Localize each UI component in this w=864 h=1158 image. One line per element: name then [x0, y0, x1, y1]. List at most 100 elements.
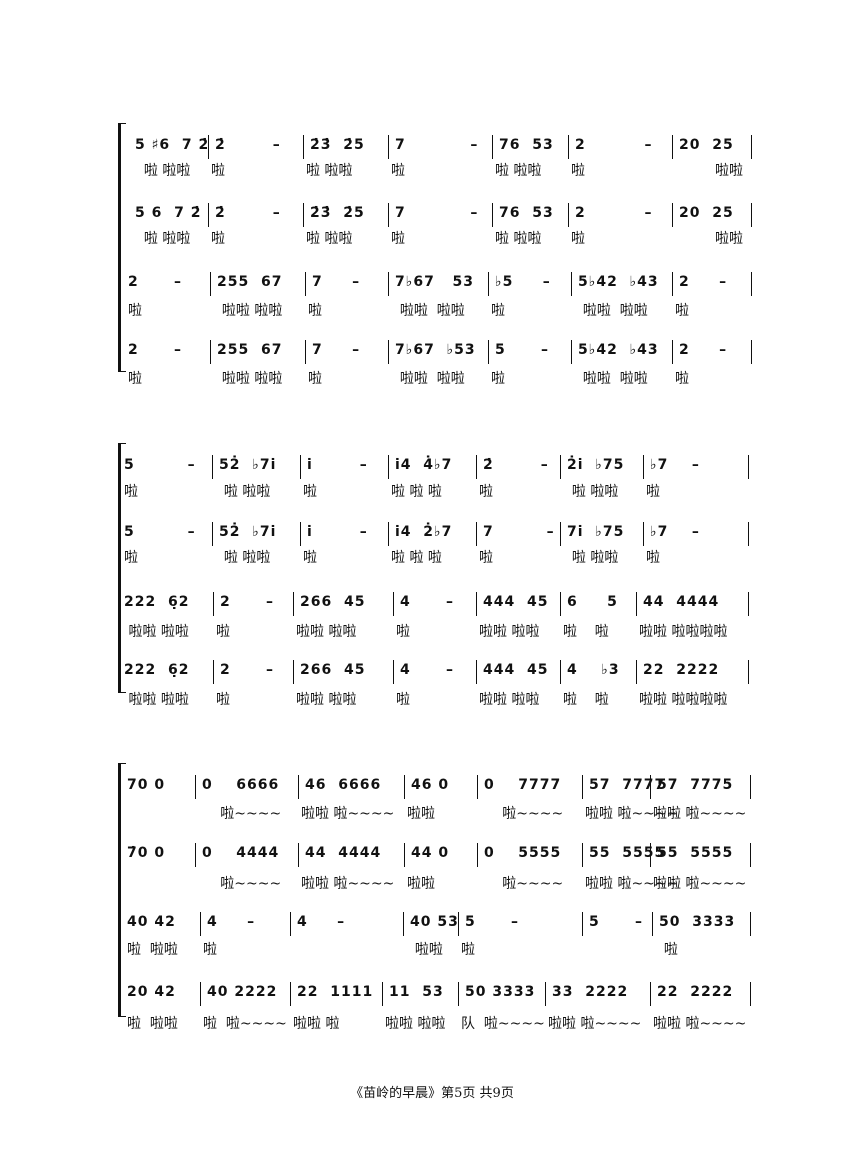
- measure-notes: 5♭42 ♭43: [578, 342, 659, 358]
- barline: [290, 912, 291, 936]
- measure-notes: 44 4444: [643, 594, 720, 610]
- barline: [636, 592, 637, 616]
- measure-lyrics: 啦啦 啦啦: [391, 371, 465, 387]
- measure-notes: 40 53: [410, 914, 459, 930]
- barline: [213, 592, 214, 616]
- barline: [643, 522, 644, 546]
- barline: [388, 272, 389, 296]
- measure-notes: 0 5555: [484, 845, 562, 861]
- barline: [290, 982, 291, 1006]
- barline: [210, 340, 211, 364]
- barline: [458, 912, 459, 936]
- measure-notes: 4 –: [400, 594, 454, 610]
- measure-notes: 0 6666: [202, 777, 280, 793]
- measure-notes: 76 53: [499, 205, 554, 221]
- measure-lyrics: 啦啦: [407, 806, 435, 822]
- measure-notes: 52̇ ♭7i̇: [219, 524, 277, 540]
- measure-notes: 2̇3̇ 2̇5: [310, 205, 365, 221]
- measure-notes: 6 5: [567, 594, 618, 610]
- measure-notes: 7♭67 ♭53: [395, 342, 476, 358]
- measure-notes: 2̇3̇ 2̇5: [310, 137, 365, 153]
- measure-lyrics: 队 啦~~~~: [461, 1016, 545, 1032]
- barline: [195, 843, 196, 867]
- measure-lyrics: 啦啦 啦啦: [296, 624, 357, 640]
- barline: [560, 522, 561, 546]
- measure-notes: 255 67: [217, 342, 283, 358]
- system-bracket: [118, 443, 126, 693]
- measure-notes: 2̇ –: [215, 205, 281, 221]
- measure-lyrics: 啦: [571, 231, 585, 247]
- barline: [748, 592, 749, 616]
- measure-lyrics: 啦啦 啦啦: [385, 1016, 446, 1032]
- measure-notes: 7 –: [395, 137, 479, 153]
- measure-notes: 7 –: [312, 274, 361, 290]
- measure-lyrics: 啦~~~~: [198, 806, 282, 822]
- measure-lyrics: 啦 啦啦: [495, 231, 542, 247]
- measure-notes: 444 45: [483, 662, 549, 678]
- barline: [476, 455, 477, 479]
- measure-lyrics: 啦啦 啦啦: [479, 624, 540, 640]
- measure-notes: 20 42: [127, 984, 176, 1000]
- barline: [404, 775, 405, 799]
- measure-lyrics: 啦啦 啦啦: [124, 692, 189, 708]
- measure-notes: 5 –: [124, 457, 196, 473]
- barline: [195, 775, 196, 799]
- measure-lyrics: 啦啦 啦啦: [574, 371, 648, 387]
- barline: [750, 912, 751, 936]
- barline: [404, 843, 405, 867]
- barline: [545, 982, 546, 1006]
- measure-notes: 2 –: [679, 342, 728, 358]
- barline: [636, 660, 637, 684]
- measure-notes: 50 3333: [465, 984, 536, 1000]
- measure-notes: 2̇ –: [483, 457, 549, 473]
- measure-lyrics: 啦啦 啦啦: [296, 692, 357, 708]
- barline: [298, 843, 299, 867]
- barline: [748, 455, 749, 479]
- measure-lyrics: 啦啦 啦~~~~: [301, 806, 395, 822]
- measure-lyrics: 啦: [128, 371, 142, 387]
- barline: [492, 135, 493, 159]
- measure-lyrics: 啦啦: [407, 876, 435, 892]
- measure-notes: 76 53: [499, 137, 554, 153]
- measure-lyrics: 啦 啦啦: [306, 231, 353, 247]
- barline: [382, 982, 383, 1006]
- measure-notes: ♭5 –: [495, 274, 551, 290]
- measure-lyrics: 啦: [124, 550, 138, 566]
- measure-notes: 2 –: [128, 274, 182, 290]
- measure-lyrics: 啦啦 啦~~~~: [548, 1016, 642, 1032]
- measure-lyrics: 啦 啦啦: [563, 484, 619, 500]
- barline: [560, 660, 561, 684]
- measure-notes: 52̇ ♭7i̇: [219, 457, 277, 473]
- barline: [403, 912, 404, 936]
- measure-notes: 50 3333: [659, 914, 736, 930]
- barline: [212, 522, 213, 546]
- measure-lyrics: 啦: [491, 371, 505, 387]
- measure-lyrics: 啦: [308, 303, 322, 319]
- barline: [388, 455, 389, 479]
- measure-lyrics: 啦啦 啦啦: [213, 303, 283, 319]
- measure-lyrics: 啦: [391, 231, 405, 247]
- measure-notes: 444 45: [483, 594, 549, 610]
- measure-lyrics: 啦啦: [406, 942, 443, 958]
- measure-notes: 2 –: [575, 137, 653, 153]
- measure-notes: 2 –: [220, 594, 274, 610]
- measure-lyrics: 啦 啦~~~~: [203, 1016, 287, 1032]
- measure-lyrics: 啦: [461, 942, 475, 958]
- measure-notes: 22 2222: [657, 984, 734, 1000]
- measure-lyrics: 啦: [479, 550, 493, 566]
- page-footer: 《苗岭的早晨》第5页 共9页: [350, 1086, 514, 1101]
- barline: [560, 455, 561, 479]
- measure-notes: i̇ –: [307, 457, 368, 473]
- measure-lyrics: 啦: [308, 371, 322, 387]
- measure-lyrics: 啦~~~~: [198, 876, 282, 892]
- barline: [672, 272, 673, 296]
- measure-notes: 7 –: [483, 524, 555, 540]
- measure-notes: 2̇ –: [215, 137, 281, 153]
- measure-lyrics: 啦: [396, 692, 410, 708]
- measure-lyrics: 啦: [655, 942, 678, 958]
- barline: [751, 340, 752, 364]
- barline: [210, 272, 211, 296]
- measure-lyrics: 啦啦 啦啦: [574, 303, 648, 319]
- barline: [672, 340, 673, 364]
- measure-notes: 2 –: [575, 205, 653, 221]
